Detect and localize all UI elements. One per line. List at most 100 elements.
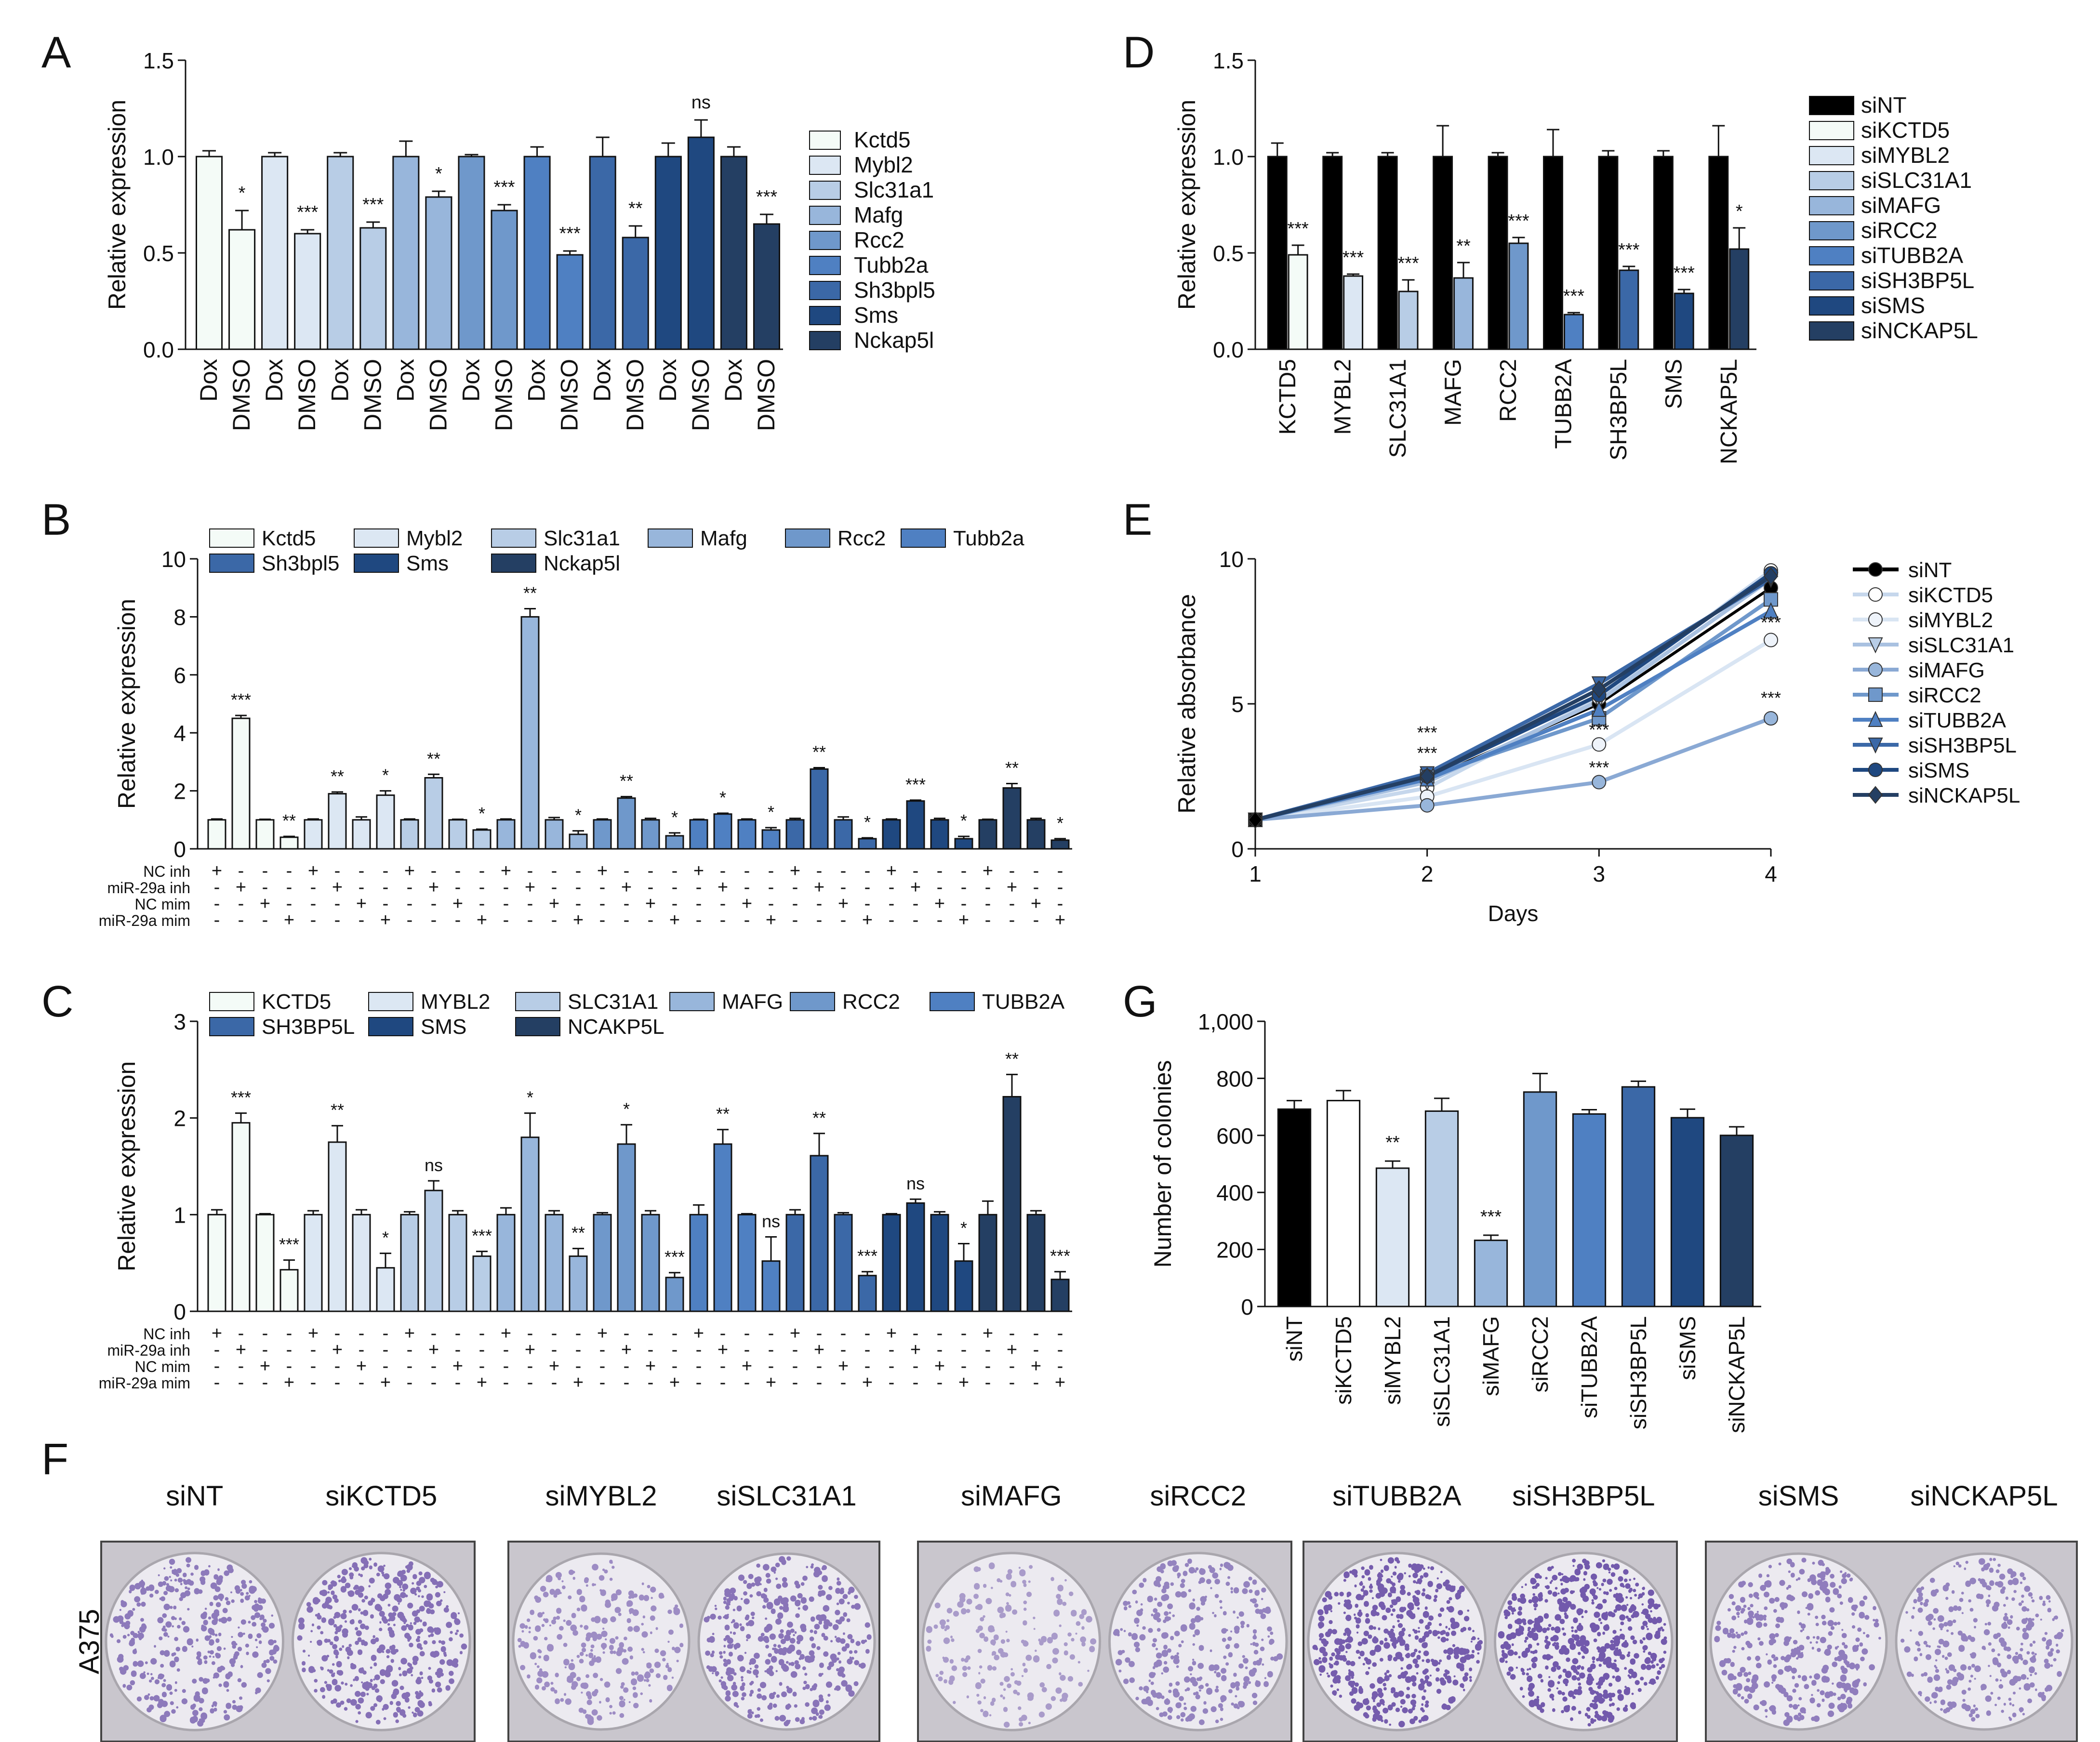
treatment-sign: - [1057, 1340, 1063, 1360]
treatment-sign: - [383, 894, 389, 914]
treatment-sign: - [889, 1340, 895, 1360]
treatment-sign: - [527, 910, 533, 930]
treatment-sign: + [669, 910, 680, 930]
treatment-sign: - [431, 861, 437, 881]
legend-swatch [209, 992, 254, 1011]
bar [1543, 156, 1563, 350]
significance-label: *** [1618, 240, 1640, 260]
legend-label: siNCKAP5L [1908, 784, 2020, 807]
treatment-sign: + [886, 1323, 897, 1344]
treatment-sign: + [260, 1356, 270, 1376]
treatment-sign: + [452, 894, 463, 914]
bar [1453, 277, 1474, 350]
y-tick-label: 0.5 [143, 241, 174, 266]
x-tick-label: DMSO [293, 359, 320, 431]
treatment-sign: - [431, 1323, 437, 1344]
bar [1619, 269, 1639, 350]
treatment-sign: - [214, 1372, 220, 1393]
legend-label: Rcc2 [854, 227, 904, 252]
legend-swatch [1809, 146, 1854, 165]
treatment-sign: + [742, 1356, 752, 1376]
treatment-sign: - [479, 861, 485, 881]
legend-swatch [809, 306, 841, 325]
treatment-sign: + [212, 861, 222, 881]
panel-letter-f: F [41, 1435, 68, 1484]
treatment-sign: - [431, 894, 437, 914]
treatment-sign: - [527, 1372, 533, 1393]
bar [882, 1214, 901, 1312]
plate-image [1705, 1541, 2078, 1742]
treatment-row-label: NC mim [134, 896, 190, 913]
treatment-sign: - [624, 1356, 630, 1376]
y-tick-label: 5 [1231, 692, 1244, 717]
bar [761, 829, 781, 850]
data-point [1763, 567, 1779, 585]
treatment-sign: - [262, 877, 268, 897]
panel-letter-d: D [1123, 28, 1155, 77]
treatment-sign: - [744, 877, 750, 897]
treatment-sign: - [503, 1372, 509, 1393]
x-tick-label: siTUBB2A [1577, 1316, 1602, 1418]
x-tick-label: siSH3BP5L [1626, 1316, 1651, 1429]
treatment-sign: + [452, 1356, 463, 1376]
treatment-sign: - [286, 877, 292, 897]
legend-label: NCAKP5L [568, 1015, 665, 1039]
bar [1026, 819, 1046, 850]
treatment-sign: - [961, 877, 967, 897]
significance-label: *** [1563, 286, 1585, 306]
y-tick-label: 0 [1231, 837, 1244, 862]
bar [376, 1267, 395, 1312]
treatment-sign: - [334, 894, 341, 914]
y-axis-title: Number of colonies [1149, 1060, 1176, 1268]
treatment-sign: - [889, 910, 895, 930]
treatment-sign: + [404, 861, 415, 881]
x-tick-label: 4 [1765, 861, 1777, 886]
bar [545, 819, 564, 850]
treatment-sign: - [383, 1340, 389, 1360]
treatment-sign: - [864, 1356, 871, 1376]
plate-image [1303, 1541, 1678, 1742]
significance-label: *** [1589, 757, 1609, 777]
bar [593, 819, 612, 850]
treatment-sign: + [645, 1356, 656, 1376]
bar [328, 1141, 347, 1312]
data-point [1868, 612, 1883, 627]
y-axis-title: Relative expression [1173, 100, 1200, 310]
bar [392, 156, 420, 350]
bar [195, 156, 223, 350]
significance-label: * [671, 807, 678, 827]
treatment-sign: - [455, 1323, 461, 1344]
treatment-sign: - [816, 861, 823, 881]
treatment-sign: - [696, 1372, 702, 1393]
y-tick-label: 1.0 [143, 145, 174, 170]
treatment-sign: + [284, 1372, 294, 1393]
treatment-sign: + [597, 1323, 608, 1344]
treatment-sign: - [816, 1372, 823, 1393]
treatment-sign: - [961, 861, 967, 881]
legend-swatch [809, 181, 841, 200]
treatment-sign: - [238, 894, 244, 914]
bar [376, 794, 395, 850]
treatment-sign: - [792, 877, 798, 897]
treatment-sign: - [913, 1372, 919, 1393]
treatment-sign: - [913, 910, 919, 930]
significance-label: *** [1508, 211, 1529, 231]
significance-label: * [960, 811, 967, 831]
treatment-sign: - [334, 910, 341, 930]
bar [520, 1136, 540, 1312]
treatment-sign: - [455, 877, 461, 897]
treatment-sign: - [985, 910, 991, 930]
treatment-sign: - [262, 861, 268, 881]
bar [1288, 254, 1308, 350]
bar [737, 819, 757, 850]
treatment-sign: - [479, 1340, 485, 1360]
y-tick-label: 200 [1216, 1238, 1253, 1263]
bar [785, 819, 805, 850]
significance-label: * [1057, 813, 1063, 833]
legend-swatch [209, 1017, 254, 1036]
bar [400, 819, 419, 850]
treatment-sign: + [501, 861, 511, 881]
legend-label: siSLC31A1 [1908, 633, 2014, 657]
plate-image [917, 1541, 1292, 1742]
